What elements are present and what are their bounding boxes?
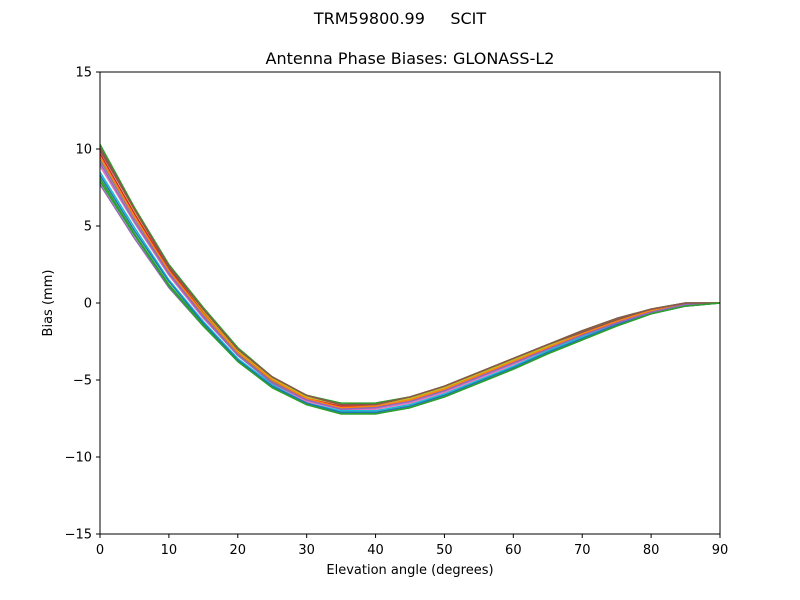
tick-layer: 0 10 20 30 40 50 60 70 80 90 −15 −10 −5 0 5 10 15 bbox=[65, 66, 729, 559]
y-tick-label: −10 bbox=[65, 451, 92, 466]
x-tick-label: 70 bbox=[574, 543, 591, 558]
series-line-10 bbox=[99, 156, 721, 409]
x-axis-label: Elevation angle (degrees) bbox=[326, 563, 493, 578]
x-tick-label: 90 bbox=[712, 543, 729, 558]
x-tick-label: 20 bbox=[230, 543, 247, 558]
x-tick-label: 10 bbox=[161, 543, 178, 558]
y-axis-label: Bias (mm) bbox=[41, 270, 56, 337]
series-line-9 bbox=[99, 174, 721, 414]
y-tick-label: 0 bbox=[84, 297, 92, 312]
y-tick-label: 5 bbox=[84, 220, 92, 235]
series-line-13 bbox=[99, 147, 720, 406]
series-line-12 bbox=[99, 162, 721, 411]
chart-title: Antenna Phase Biases: GLONASS-L2 bbox=[266, 49, 555, 68]
y-tick-label: −15 bbox=[65, 528, 92, 543]
x-tick-label: 40 bbox=[367, 543, 384, 558]
series-line-14 bbox=[99, 180, 721, 415]
y-tick-label: 15 bbox=[75, 66, 92, 81]
x-tick-label: 50 bbox=[436, 543, 453, 558]
x-tick-label: 0 bbox=[96, 543, 104, 558]
figure-suptitle: TRM59800.99 SCIT bbox=[313, 9, 487, 28]
x-tick-label: 80 bbox=[643, 543, 660, 558]
x-tick-label: 60 bbox=[505, 543, 522, 558]
y-tick-label: −5 bbox=[73, 374, 92, 389]
series-layer bbox=[99, 144, 721, 415]
y-tick-label: 10 bbox=[75, 143, 92, 158]
x-tick-label: 30 bbox=[298, 543, 315, 558]
